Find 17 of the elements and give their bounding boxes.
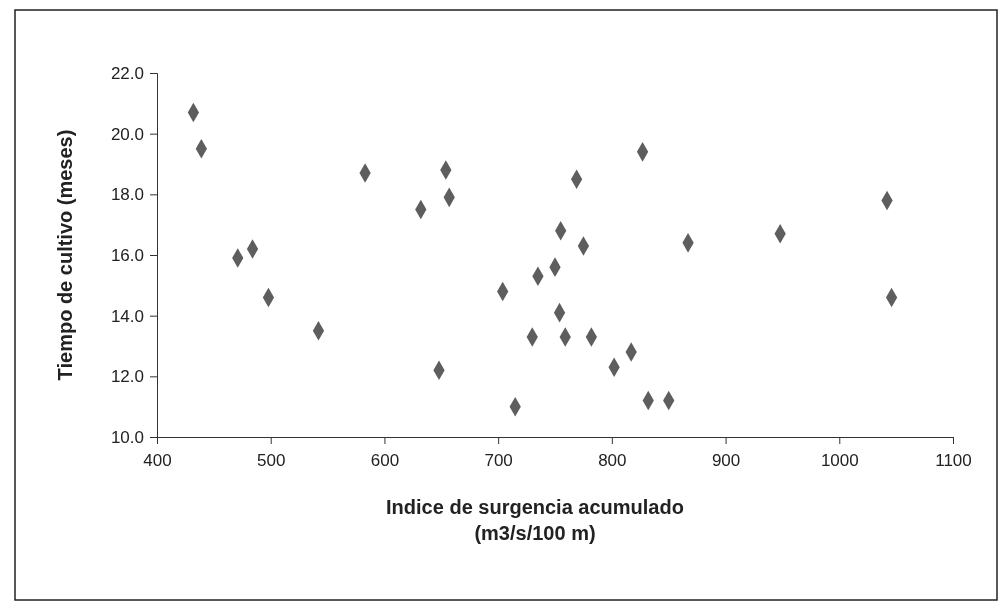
y-tick-label: 16.0 xyxy=(110,245,144,265)
y-tick-label: 10.0 xyxy=(110,427,144,447)
x-tick-label: 700 xyxy=(484,451,513,471)
x-tick-label: 400 xyxy=(143,451,172,471)
x-tick-label: 1100 xyxy=(935,451,972,471)
x-tick-label: 600 xyxy=(370,451,400,471)
x-tick-label: 1000 xyxy=(820,451,859,471)
x-tick-label: 500 xyxy=(257,451,286,471)
x-axis-title: Indice de surgencia acumulado (m3/s/100 m) xyxy=(386,496,684,544)
y-tick-label: 18.0 xyxy=(110,185,144,205)
x-tick-label: 800 xyxy=(598,451,627,471)
y-tick-label: 20.0 xyxy=(110,124,144,144)
y-tick-label: 14.0 xyxy=(110,306,144,326)
y-tick-label: 22.0 xyxy=(110,63,144,83)
x-tick-label: 900 xyxy=(711,451,741,471)
y-tick-label: 12.0 xyxy=(110,367,144,387)
y-axis-title: Tiempo de cultivo (meses) xyxy=(54,129,76,381)
